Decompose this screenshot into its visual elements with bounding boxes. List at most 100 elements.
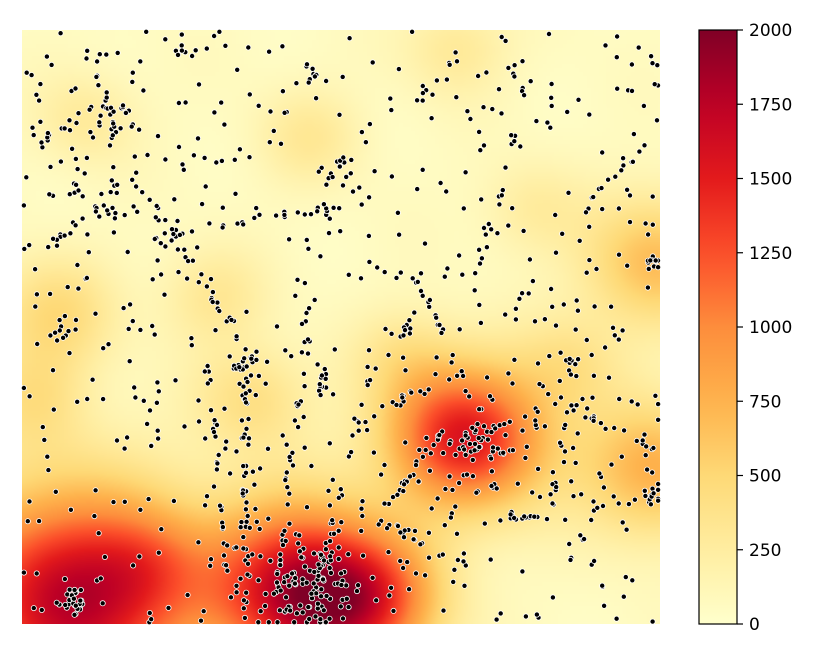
scatter-point — [104, 207, 111, 214]
scatter-point — [295, 424, 302, 431]
scatter-point — [136, 553, 143, 560]
scatter-point — [105, 341, 112, 348]
scatter-point — [568, 402, 575, 409]
scatter-point — [549, 594, 556, 601]
scatter-point — [158, 271, 165, 278]
scatter-point — [629, 158, 636, 165]
scatter-point — [433, 314, 440, 321]
scatter-point — [459, 271, 466, 278]
scatter-point — [454, 372, 461, 379]
scatter-point — [317, 392, 324, 399]
scatter-point — [649, 221, 656, 228]
scatter-point — [364, 382, 371, 389]
scatter-point — [497, 517, 504, 524]
scatter-point — [476, 301, 483, 308]
scatter-point — [410, 536, 417, 543]
scatter-point — [114, 49, 121, 56]
scatter-point — [47, 290, 54, 297]
scatter-point — [153, 202, 160, 209]
scatter-point — [561, 459, 568, 466]
scatter-point — [614, 85, 621, 92]
scatter-point — [460, 205, 467, 212]
scatter-point — [506, 418, 513, 425]
scatter-point — [406, 317, 413, 324]
scatter-point — [641, 142, 648, 149]
colorbar-tick-label: 1250 — [749, 244, 792, 264]
scatter-point — [400, 488, 407, 495]
scatter-point — [240, 434, 247, 441]
scatter-point — [81, 170, 88, 177]
scatter-point — [634, 401, 641, 408]
scatter-point — [243, 589, 250, 596]
scatter-point — [343, 582, 350, 589]
scatter-point — [234, 220, 241, 227]
scatter-point — [446, 61, 453, 68]
scatter-point — [315, 168, 322, 175]
scatter-point — [598, 185, 605, 192]
scatter-point — [599, 582, 606, 589]
scatter-point — [189, 257, 196, 264]
scatter-point — [471, 440, 478, 447]
scatter-point — [330, 530, 337, 537]
scatter-point — [94, 58, 101, 65]
scatter-point — [155, 435, 162, 442]
scatter-point — [437, 179, 444, 186]
scatter-point — [614, 33, 621, 40]
scatter-point — [573, 373, 580, 380]
scatter-point — [43, 53, 50, 60]
scatter-point — [91, 513, 98, 520]
scatter-point — [400, 354, 407, 361]
scatter-point — [443, 76, 450, 83]
scatter-point — [291, 417, 298, 424]
scatter-point — [232, 190, 239, 197]
scatter-point — [72, 155, 79, 162]
scatter-point — [321, 366, 328, 373]
scatter-point — [655, 480, 662, 487]
scatter-point — [323, 592, 330, 599]
scatter-point — [273, 323, 280, 330]
scatter-point — [311, 568, 318, 575]
scatter-point — [241, 355, 248, 362]
scatter-point — [511, 138, 518, 145]
scatter-point — [56, 327, 63, 334]
scatter-point — [336, 111, 343, 118]
scatter-point — [384, 525, 391, 532]
scatter-point — [247, 372, 254, 379]
scatter-point — [149, 276, 156, 283]
scatter-point — [281, 579, 288, 586]
scatter-point — [597, 420, 604, 427]
scatter-point — [355, 427, 362, 434]
scatter-point — [460, 550, 467, 557]
scatter-point — [36, 518, 43, 525]
scatter-point — [394, 523, 401, 530]
scatter-point — [146, 610, 153, 617]
scatter-point — [520, 227, 527, 234]
scatter-point — [404, 559, 411, 566]
scatter-point — [541, 316, 548, 323]
scatter-point — [458, 368, 465, 375]
scatter-point — [469, 424, 476, 431]
scatter-point — [282, 347, 289, 354]
scatter-point — [642, 452, 649, 459]
scatter-point — [255, 372, 262, 379]
scatter-point — [552, 211, 559, 218]
scatter-point — [46, 191, 53, 198]
colorbar-tick-label: 2000 — [749, 21, 792, 41]
scatter-point — [623, 526, 630, 533]
scatter-point — [323, 78, 330, 85]
scatter-point — [301, 211, 308, 218]
scatter-point — [233, 448, 240, 455]
scatter-point — [505, 370, 512, 377]
scatter-point — [649, 618, 656, 625]
scatter-point — [327, 538, 334, 545]
scatter-point — [433, 77, 440, 84]
scatter-point — [121, 212, 128, 219]
scatter-point — [348, 156, 355, 163]
scatter-point — [313, 590, 320, 597]
scatter-point — [77, 597, 84, 604]
scatter-point — [440, 450, 447, 457]
scatter-point — [133, 183, 140, 190]
scatter-point — [242, 506, 249, 513]
scatter-point — [213, 159, 220, 166]
scatter-point — [57, 158, 64, 165]
